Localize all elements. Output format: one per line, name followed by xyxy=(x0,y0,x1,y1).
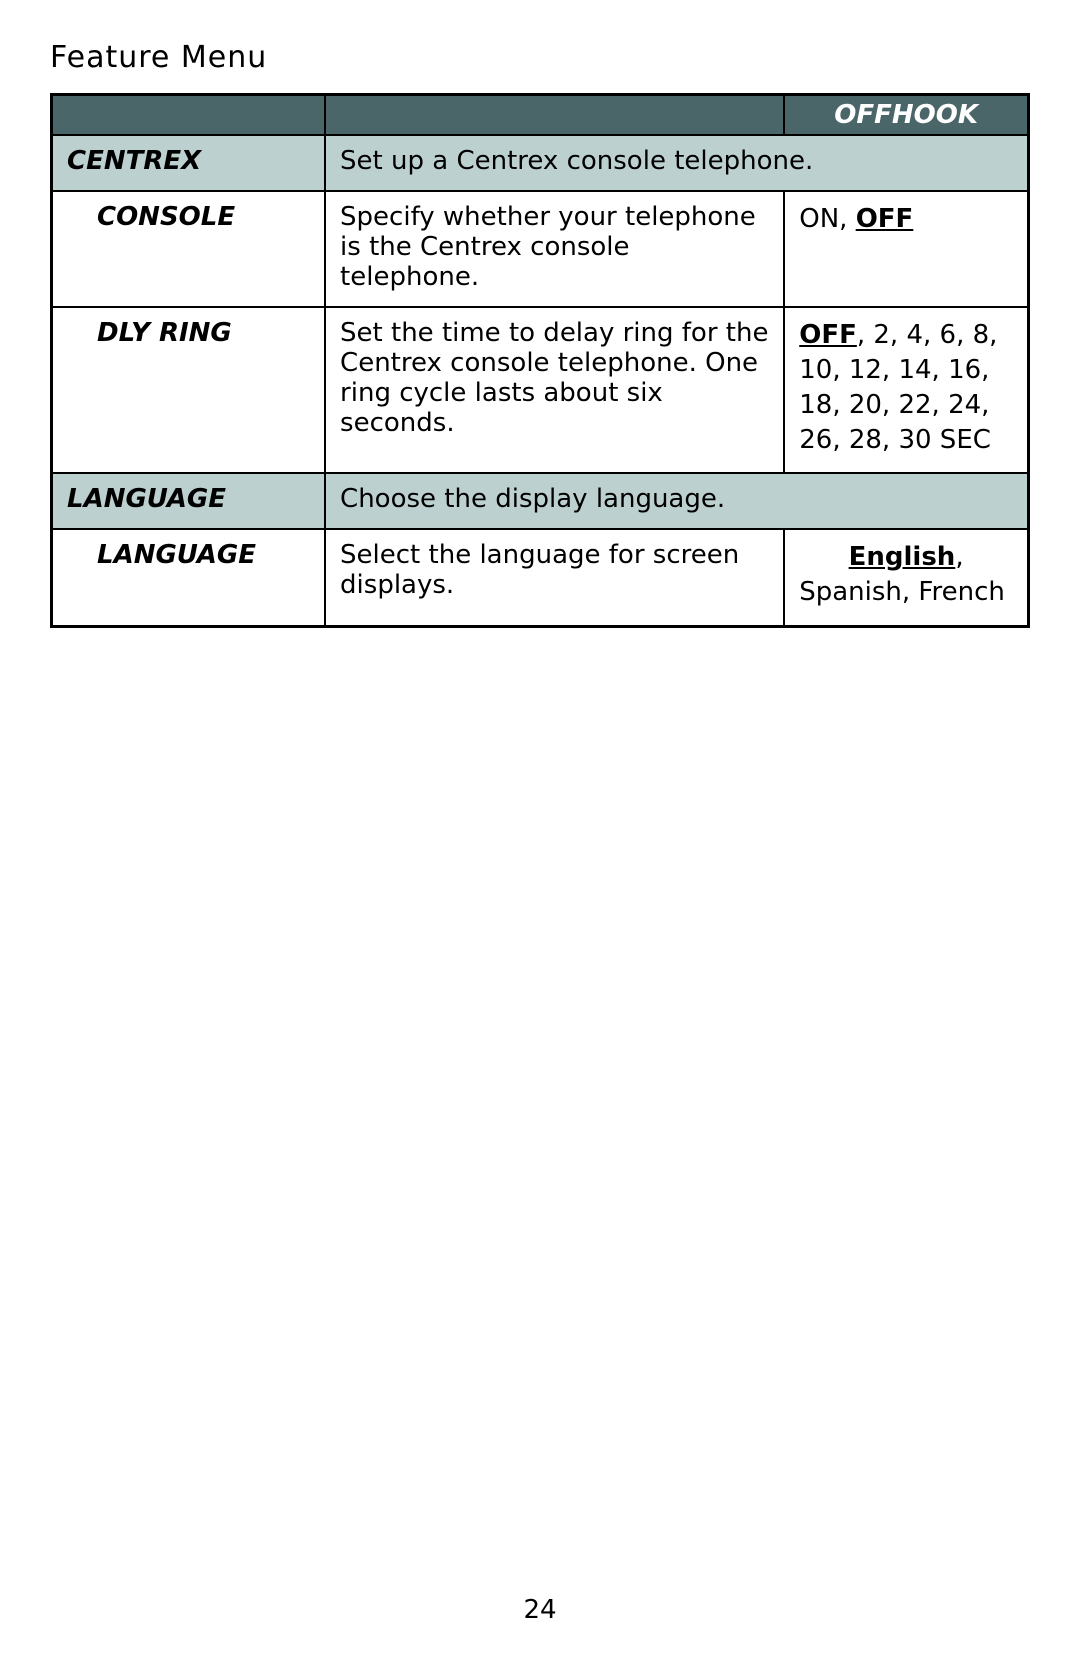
section-desc: Set up a Centrex console telephone. xyxy=(325,135,1028,191)
section-desc: Choose the display language. xyxy=(325,473,1028,529)
page-number: 24 xyxy=(0,1595,1080,1625)
item-label-cell: LANGUAGE xyxy=(52,529,326,626)
table-row: LANGUAGE Select the language for screen … xyxy=(52,529,1029,626)
item-desc: Select the language for screen displays. xyxy=(325,529,784,626)
item-desc: Set the time to delay ring for the Centr… xyxy=(325,307,784,473)
section-label: LANGUAGE xyxy=(52,473,326,529)
feature-table: OFFHOOK CENTREX Set up a Centrex console… xyxy=(50,93,1030,628)
item-label-cell: DLY RING xyxy=(52,307,326,473)
table-header-row: OFFHOOK xyxy=(52,95,1029,136)
header-col1 xyxy=(52,95,326,136)
header-col2 xyxy=(325,95,784,136)
item-options: ON, OFF xyxy=(784,191,1028,307)
section-label: CENTREX xyxy=(52,135,326,191)
section-row-language: LANGUAGE Choose the display language. xyxy=(52,473,1029,529)
header-col3: OFFHOOK xyxy=(784,95,1028,136)
page: Feature Menu OFFHOOK CENTREX Set up a Ce… xyxy=(0,0,1080,1665)
item-desc: Specify whether your telephone is the Ce… xyxy=(325,191,784,307)
table-row: CONSOLE Specify whether your telephone i… xyxy=(52,191,1029,307)
page-title: Feature Menu xyxy=(50,40,1030,75)
section-row-centrex: CENTREX Set up a Centrex console telepho… xyxy=(52,135,1029,191)
table-row: DLY RING Set the time to delay ring for … xyxy=(52,307,1029,473)
item-label-cell: CONSOLE xyxy=(52,191,326,307)
item-options: OFF, 2, 4, 6, 8, 10, 12, 14, 16, 18, 20,… xyxy=(784,307,1028,473)
item-options: English, Spanish, French xyxy=(784,529,1028,626)
